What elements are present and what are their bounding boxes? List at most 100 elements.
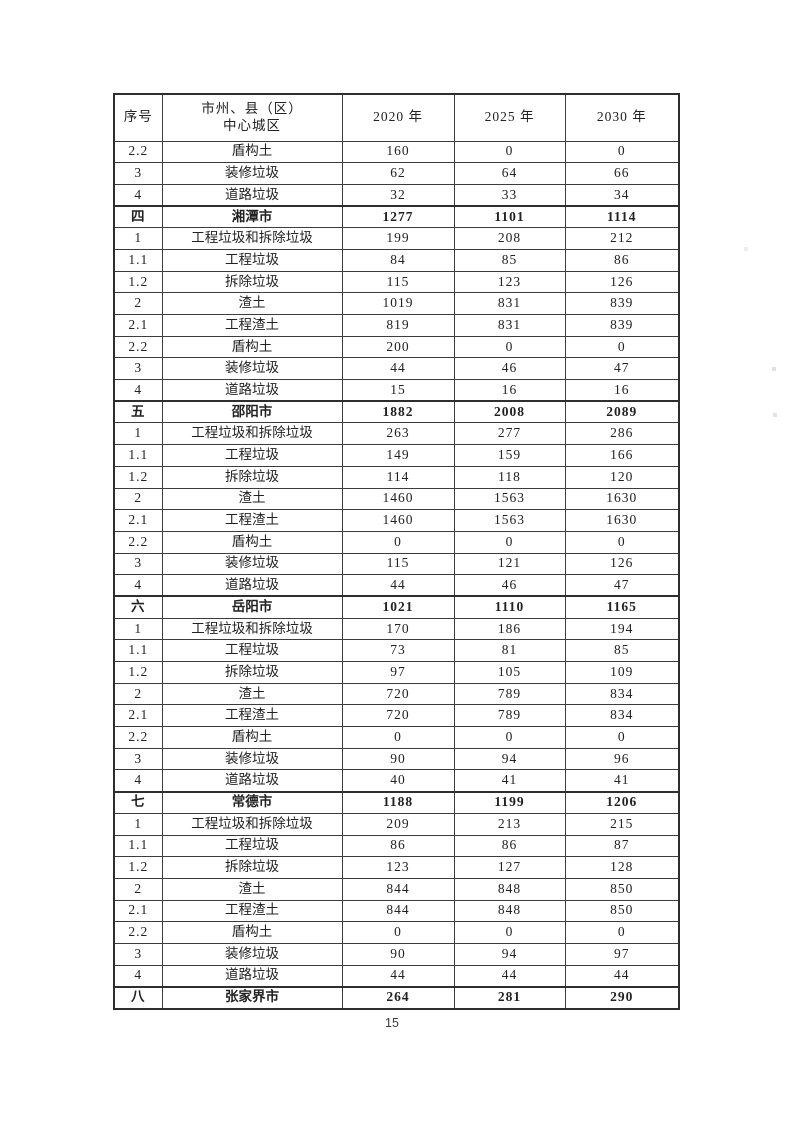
cell-2030-value: 34	[564, 183, 680, 207]
cell-2030-value: 0	[564, 921, 680, 944]
cell-2020-value: 40	[341, 769, 455, 793]
cell-2030-value: 85	[564, 639, 680, 662]
cell-2030-value: 109	[564, 661, 680, 684]
table-row: 2 渣土 844 848 850	[113, 877, 680, 901]
section-row: 八张家界市 264 281 290	[113, 985, 680, 1009]
cell-2030-value: 47	[564, 574, 680, 597]
cell-2020-value: 44	[341, 964, 455, 988]
cell-category: 道路垃圾	[161, 574, 343, 597]
table-row: 3 装修垃圾 90 94 97	[113, 942, 680, 966]
cell-2030-value: 834	[564, 682, 680, 706]
table-row: 3 装修垃圾 115 121 126	[113, 552, 680, 576]
table-row: 1.1 工程垃圾 149 159 166	[113, 444, 680, 467]
cell-index: 六	[113, 595, 163, 619]
cell-index: 2.2	[113, 726, 163, 749]
cell-2020-value: 844	[341, 877, 455, 901]
cell-category: 张家界市	[161, 985, 343, 1009]
scan-artifact-speck	[772, 367, 776, 371]
cell-2020-value: 44	[341, 574, 455, 597]
cell-index: 3	[113, 552, 163, 576]
header-row: 序号 市州、县（区） 中心城区 2020 年 2025 年 2030 年	[113, 93, 680, 142]
cell-index: 1	[113, 617, 163, 641]
cell-index: 八	[113, 985, 163, 1009]
section-row: 五邵阳市 1882 2008 2089	[113, 400, 680, 424]
table-row: 2.2 盾构土 0 0 0	[113, 921, 680, 944]
cell-category: 工程垃圾	[161, 444, 343, 467]
cell-2025-value: 46	[453, 357, 566, 381]
cell-category: 工程渣土	[161, 509, 343, 532]
cell-category: 装修垃圾	[161, 552, 343, 576]
table-row: 2 渣土 1460 1563 1630	[113, 487, 680, 511]
cell-index: 七	[113, 790, 163, 814]
waste-projection-table: 序号 市州、县（区） 中心城区 2020 年 2025 年 2030 年 2.2…	[113, 93, 680, 1010]
cell-index: 1.1	[113, 248, 163, 272]
table-row: 1.1 工程垃圾 86 86 87	[113, 834, 680, 858]
cell-category: 工程垃圾和拆除垃圾	[161, 617, 343, 641]
cell-2020-value: 1882	[341, 400, 455, 424]
cell-2020-value: 1460	[341, 509, 455, 532]
cell-index: 五	[113, 400, 163, 424]
section-row: 六岳阳市 1021 1110 1165	[113, 595, 680, 619]
cell-2025-value: 277	[453, 422, 566, 446]
cell-2025-value: 208	[453, 227, 566, 250]
scan-artifact-speck	[744, 247, 748, 251]
cell-index: 1.1	[113, 834, 163, 858]
cell-2025-value: 105	[453, 661, 566, 684]
cell-category: 道路垃圾	[161, 183, 343, 207]
cell-2030-value: 47	[564, 357, 680, 381]
cell-2025-value: 848	[453, 899, 566, 923]
cell-2020-value: 1277	[341, 205, 455, 229]
table-row: 2.2 盾构土 200 0 0	[113, 335, 680, 359]
cell-category: 工程垃圾	[161, 248, 343, 272]
cell-category: 工程垃圾和拆除垃圾	[161, 227, 343, 250]
table-row: 4 道路垃圾 44 46 47	[113, 574, 680, 597]
table-row: 2.1 工程渣土 1460 1563 1630	[113, 509, 680, 532]
cell-2020-value: 86	[341, 834, 455, 858]
cell-2025-value: 831	[453, 314, 566, 337]
cell-index: 2	[113, 487, 163, 511]
cell-category: 渣土	[161, 682, 343, 706]
cell-index: 4	[113, 183, 163, 207]
cell-2025-value: 94	[453, 747, 566, 771]
table-body: 2.2 盾构土 160 0 0 3 装修垃圾 62 64 66 4 道路垃圾 32 33 34 四湘潭市 127…	[113, 140, 680, 1009]
header-cell-no: 序号	[113, 93, 163, 142]
cell-index: 3	[113, 162, 163, 185]
cell-2030-value: 286	[564, 422, 680, 446]
cell-2020-value: 1188	[341, 790, 455, 814]
table-row: 3 装修垃圾 62 64 66	[113, 162, 680, 185]
cell-2025-value: 44	[453, 964, 566, 988]
cell-2020-value: 263	[341, 422, 455, 446]
cell-2020-value: 1019	[341, 292, 455, 315]
cell-2020-value: 209	[341, 812, 455, 836]
cell-2030-value: 1630	[564, 509, 680, 532]
cell-2030-value: 1114	[564, 205, 680, 229]
cell-2030-value: 128	[564, 856, 680, 879]
header-cell-region: 市州、县（区） 中心城区	[161, 93, 343, 142]
cell-category: 工程渣土	[161, 314, 343, 337]
table-row: 3 装修垃圾 44 46 47	[113, 357, 680, 381]
cell-index: 2	[113, 877, 163, 901]
cell-index: 2.2	[113, 335, 163, 359]
cell-2020-value: 0	[341, 530, 455, 554]
header-cell-2020: 2020 年	[341, 93, 455, 142]
cell-2025-value: 1110	[453, 595, 566, 619]
cell-2025-value: 85	[453, 248, 566, 272]
cell-2030-value: 97	[564, 942, 680, 966]
cell-2020-value: 73	[341, 639, 455, 662]
cell-2025-value: 1199	[453, 790, 566, 814]
cell-2030-value: 126	[564, 270, 680, 294]
cell-2025-value: 1563	[453, 487, 566, 511]
header-region-line1: 市州、县（区）	[201, 100, 303, 116]
cell-2030-value: 87	[564, 834, 680, 858]
cell-category: 盾构土	[161, 140, 343, 164]
cell-2020-value: 170	[341, 617, 455, 641]
cell-2025-value: 1563	[453, 509, 566, 532]
cell-index: 2.1	[113, 509, 163, 532]
page-number: 15	[385, 1016, 399, 1030]
cell-category: 工程垃圾	[161, 834, 343, 858]
cell-2030-value: 850	[564, 877, 680, 901]
cell-2020-value: 90	[341, 942, 455, 966]
cell-2025-value: 81	[453, 639, 566, 662]
cell-2030-value: 1206	[564, 790, 680, 814]
cell-index: 1.1	[113, 639, 163, 662]
